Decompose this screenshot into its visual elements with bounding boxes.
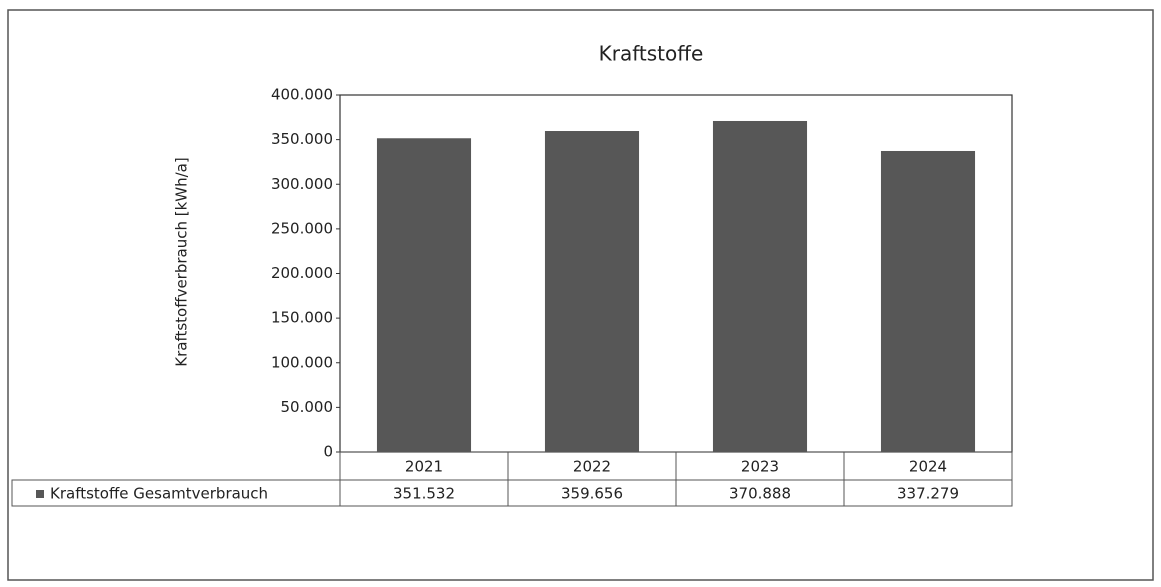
y-tick-label: 250.000 xyxy=(271,219,333,237)
value-label: 337.279 xyxy=(897,485,959,503)
y-tick-label: 200.000 xyxy=(271,264,333,282)
value-label: 370.888 xyxy=(729,485,791,503)
y-tick-label: 50.000 xyxy=(281,398,334,416)
legend-label: Kraftstoffe Gesamtverbrauch xyxy=(50,485,268,503)
y-tick-label: 150.000 xyxy=(271,309,333,327)
chart-title: Kraftstoffe xyxy=(599,42,704,66)
x-tick-label: 2022 xyxy=(573,458,611,476)
x-tick-label: 2023 xyxy=(741,458,779,476)
x-tick-label: 2024 xyxy=(909,458,947,476)
y-tick-label: 350.000 xyxy=(271,130,333,148)
bar xyxy=(544,131,640,452)
x-tick-label: 2021 xyxy=(405,458,443,476)
legend-swatch xyxy=(36,490,44,498)
bar xyxy=(880,150,976,452)
bar xyxy=(376,138,472,452)
y-tick-label: 100.000 xyxy=(271,353,333,371)
y-tick-label: 300.000 xyxy=(271,175,333,193)
bar xyxy=(712,120,808,453)
y-tick-label: 0 xyxy=(323,443,333,461)
value-label: 359.656 xyxy=(561,485,623,503)
y-tick-label: 400.000 xyxy=(271,86,333,104)
y-axis-label: Kraftstoffverbrauch [kWh/a] xyxy=(173,157,191,366)
value-label: 351.532 xyxy=(393,485,455,503)
